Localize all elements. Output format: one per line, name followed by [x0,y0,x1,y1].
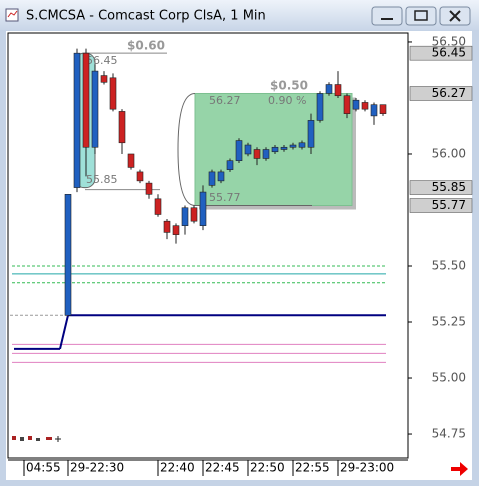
candle-body [145,182,153,195]
tool-icon[interactable] [20,437,24,441]
x-tick-label: 29-23:00 [340,461,394,475]
candle-body [244,144,252,155]
measure-bracket [177,92,196,207]
minimize-button[interactable] [371,6,403,26]
y-tick-label: 56.50 [432,34,466,48]
plot: $0.50 56.27 0.90 % 55.77 $0.60 56.45 55.85 [10,39,387,363]
price-marker [409,86,473,101]
price-marker-label: 56.45 [432,46,466,60]
maximize-glyph [414,10,428,21]
candle-body [235,140,243,162]
candle-body [262,149,270,159]
x-tick-label: 22:55 [295,461,330,475]
app-icon [5,8,19,22]
candle-body [271,146,279,153]
measure-low: 55.77 [209,191,241,204]
candle-body [199,191,207,226]
window-title: S.CMCSA - Comcast Corp ClsA, 1 Min [26,9,266,24]
candle-body [325,84,333,94]
x-tick-label: 22:45 [205,461,240,475]
scroll-arrow[interactable] [451,462,468,476]
measure-label: $0.60 [127,39,165,53]
candle-body [217,171,225,182]
candle-body [208,171,216,186]
candle-body [298,142,306,148]
measure-high: 56.27 [209,94,241,107]
measure-label: $0.50 [270,79,308,93]
x-tick-label: 22:40 [160,461,195,475]
price-marker [409,198,473,213]
candle-body [136,171,144,182]
x-tick-label: 22:50 [250,461,285,475]
candle-body [64,194,72,316]
candle-body [379,104,387,114]
y-tick-label: 55.00 [432,371,466,385]
tool-icon[interactable] [28,436,32,440]
candle-body [253,149,261,159]
candle-body [280,146,288,150]
price-marker-label: 55.85 [432,180,466,194]
tool-icon[interactable] [36,438,40,441]
candle-body [226,160,234,170]
x-tick-label: 29-22:30 [70,461,124,475]
app-icon-mark [7,10,18,18]
maximize-button[interactable] [405,6,437,26]
candle-body [289,144,297,148]
candle-body [361,102,369,110]
candle-body [334,84,342,97]
candle-body [172,225,180,235]
price-marker-label: 55.77 [432,198,466,212]
candle-body [190,207,198,222]
measure-low: 55.85 [86,173,118,186]
candle-body [307,120,315,148]
price-marker [409,45,473,61]
tool-icon[interactable] [12,436,16,440]
toolbar-icons[interactable] [12,436,61,442]
candle-body [343,95,351,114]
candle-body [127,153,135,168]
candle-body [91,70,99,148]
tool-icon[interactable] [55,436,61,442]
window-buttons[interactable] [371,6,471,26]
candle-body [163,220,171,233]
x-tick-label: 04:55 [26,461,61,475]
candle-body [109,77,117,110]
price-marker [409,180,473,195]
candle-body [154,198,162,215]
y-tick-label: 54.75 [432,427,466,441]
candle-body [181,207,189,226]
measure-high: 56.45 [86,54,118,67]
candle-body [352,99,360,110]
y-tick-label: 55.25 [432,315,466,329]
y-tick-label: 55.50 [432,258,466,272]
y-tick-label: 56.00 [432,146,466,160]
price-marker-label: 56.27 [432,86,466,100]
candle-body [118,111,126,144]
candle-body [370,104,378,117]
candle-body [100,75,108,83]
candle-body [73,52,81,188]
tool-icon[interactable] [46,437,52,440]
reference-step [59,315,69,350]
candle-body [316,93,324,121]
measure-percent: 0.90 % [268,94,306,107]
close-glyph [449,10,461,22]
candle-body [82,52,90,148]
